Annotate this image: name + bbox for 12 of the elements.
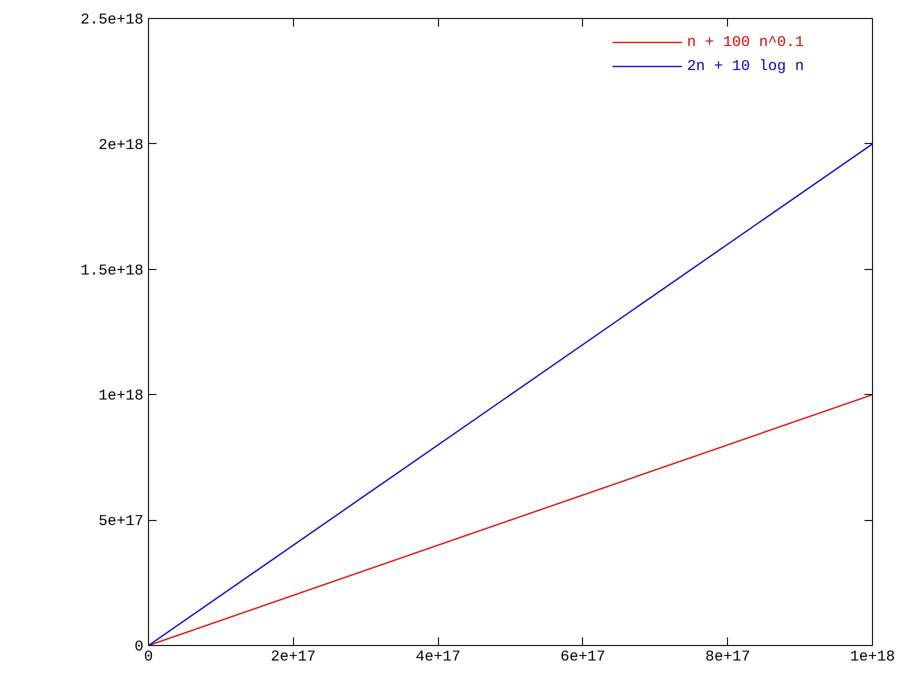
x-tick-label: 4e+17 — [416, 648, 461, 666]
y-tick-label: 2e+18 — [98, 136, 144, 154]
x-tick-label: 1e+18 — [850, 648, 896, 666]
y-tick-label: 2.5e+18 — [80, 12, 144, 28]
y-tick-label: 5e+17 — [98, 513, 144, 530]
legend-label: 2n + 10 log n — [687, 58, 804, 74]
y-tick-label: 1e+18 — [98, 388, 144, 405]
x-tick-label: 6e+17 — [560, 648, 606, 666]
y-tick-label: 1.5e+18 — [80, 262, 144, 280]
x-tick-label: 8e+17 — [705, 648, 750, 666]
x-tick-label: 2e+17 — [270, 648, 316, 666]
legend-label: n + 100 n^0.1 — [687, 34, 804, 50]
